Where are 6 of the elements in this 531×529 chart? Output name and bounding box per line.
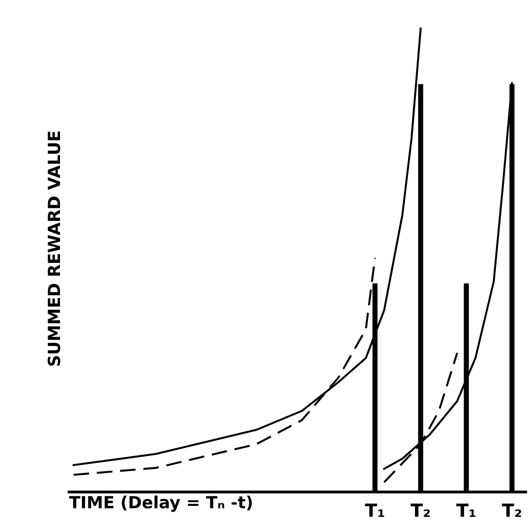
x-tick-label: T₂ xyxy=(410,504,430,517)
x-tick-label: T₁ xyxy=(364,504,384,517)
x-tick-label: T₂ xyxy=(502,504,522,517)
x-tick-label: T₁ xyxy=(456,504,476,517)
y-axis-title: SUMMED REWARD VALUE xyxy=(48,132,60,366)
x-axis-title: TIME (Delay = Tₙ -t) xyxy=(69,496,252,512)
